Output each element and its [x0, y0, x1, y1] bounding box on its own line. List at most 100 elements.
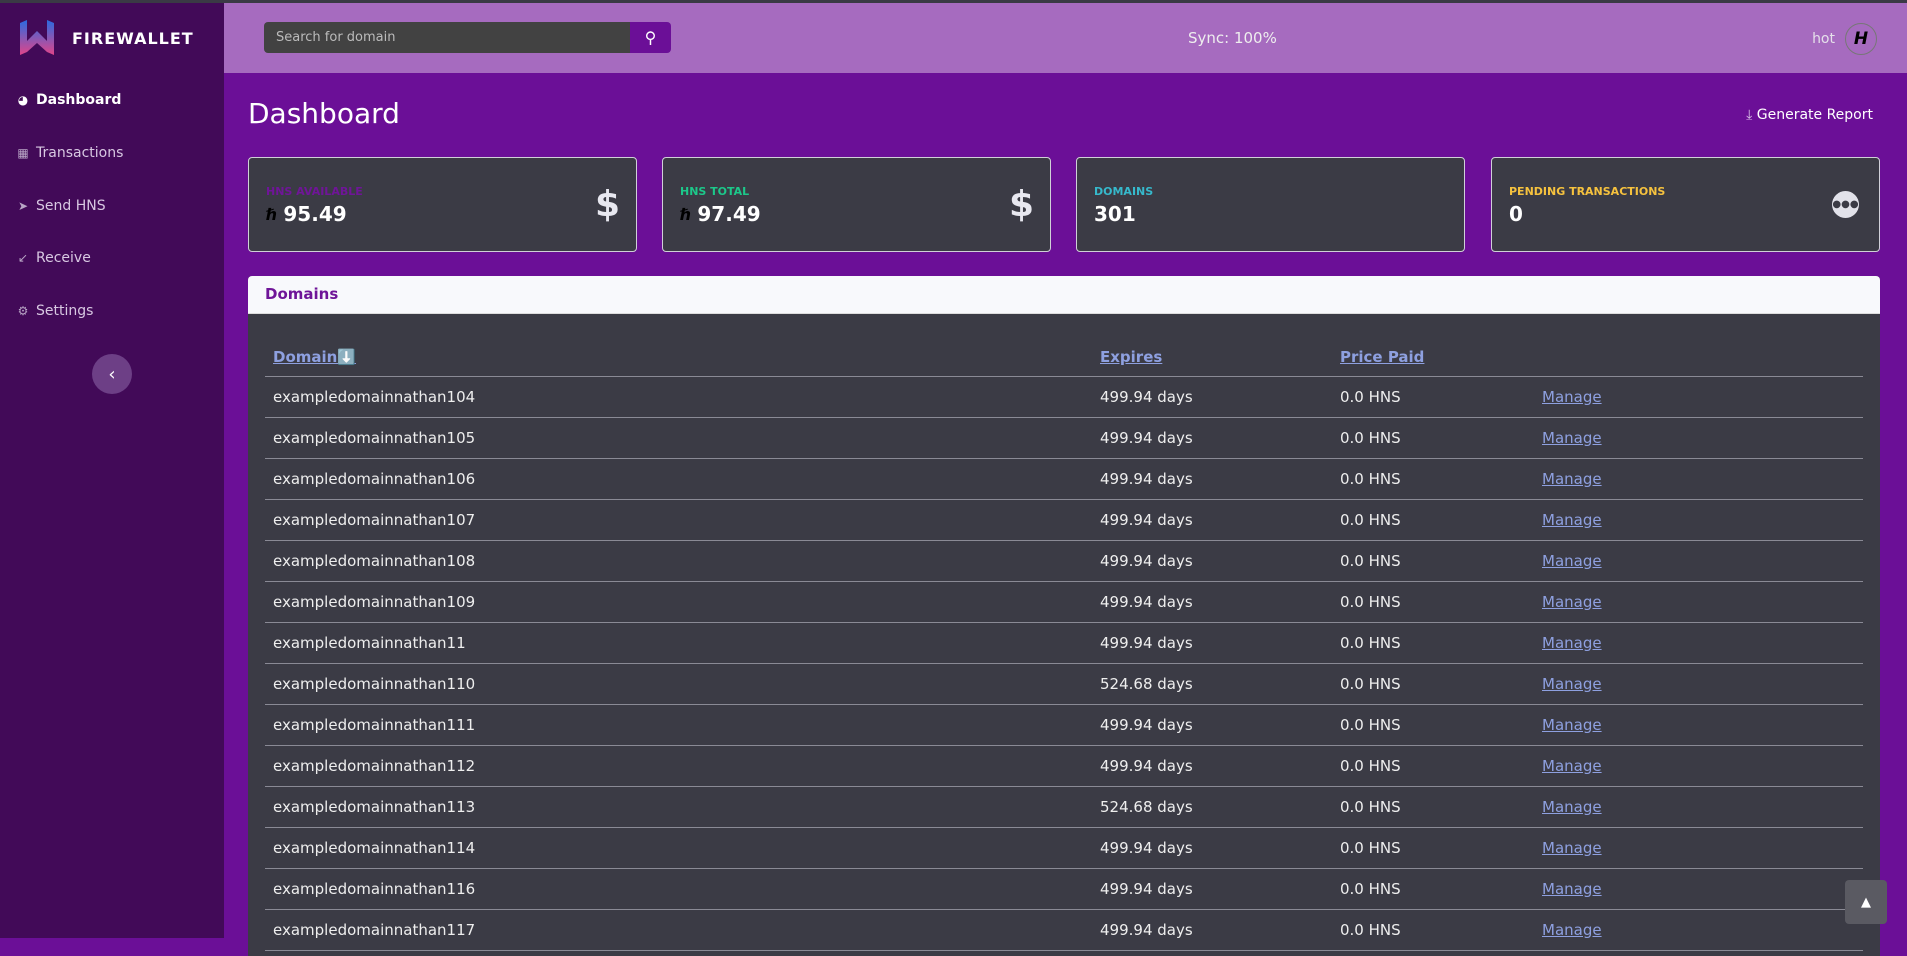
sidebar-item-label: Dashboard — [36, 92, 122, 108]
manage-link[interactable]: Manage — [1542, 756, 1602, 775]
stat-card: PENDING TRANSACTIONS 0 ●●● — [1491, 157, 1880, 252]
manage-link[interactable]: Manage — [1542, 715, 1602, 734]
price-cell: 0.0 HNS — [1332, 868, 1534, 910]
domain-cell: exampledomainnathan107 — [265, 499, 1092, 541]
sort-expires-header[interactable]: Expires — [1100, 347, 1163, 366]
search-input[interactable] — [264, 22, 630, 53]
manage-link[interactable]: Manage — [1542, 387, 1602, 406]
table-row: exampledomainnathan106 499.94 days 0.0 HNS… — [265, 458, 1863, 500]
brand[interactable]: FIREWALLET — [18, 19, 194, 57]
domain-cell: exampledomainnathan114 — [265, 827, 1092, 869]
price-cell: 0.0 HNS — [1332, 827, 1534, 869]
table-row: exampledomainnathan11 499.94 days 0.0 HNS M… — [265, 622, 1863, 664]
expires-cell: 524.68 days — [1092, 786, 1332, 828]
manage-link[interactable]: Manage — [1542, 920, 1602, 939]
price-cell: 0.0 HNS — [1332, 663, 1534, 705]
price-cell: 0.0 HNS — [1332, 540, 1534, 582]
domain-cell: exampledomainnathan104 — [265, 376, 1092, 418]
manage-link[interactable]: Manage — [1542, 838, 1602, 857]
table-row: exampledomainnathan108 499.94 days 0.0 HNS… — [265, 540, 1863, 582]
sidebar-item-dashboard[interactable]: ◕ Dashboard — [16, 92, 122, 108]
collapse-sidebar-button[interactable]: ‹ — [92, 354, 132, 394]
sidebar-item-settings[interactable]: ⚙ Settings — [16, 303, 94, 319]
chevron-up-icon: ▲ — [1861, 894, 1871, 910]
manage-link[interactable]: Manage — [1542, 428, 1602, 447]
stat-value-text: 301 — [1094, 202, 1136, 226]
manage-link[interactable]: Manage — [1542, 797, 1602, 816]
expires-cell: 499.94 days — [1092, 704, 1332, 746]
dollar-icon: $ — [594, 184, 620, 225]
expires-cell: 499.94 days — [1092, 868, 1332, 910]
sort-domain-header[interactable]: Domain⬇️ — [273, 347, 357, 366]
manage-link[interactable]: Manage — [1542, 633, 1602, 652]
stat-value-text: 97.49 — [697, 202, 761, 226]
price-cell: 0.0 HNS — [1332, 909, 1534, 951]
username: hot — [1812, 31, 1835, 47]
sidebar: FIREWALLET ◕ Dashboard ▦ Transactions ➤ Sen… — [0, 3, 224, 938]
domain-cell: exampledomainnathan113 — [265, 786, 1092, 828]
manage-link[interactable]: Manage — [1542, 674, 1602, 693]
brand-name: FIREWALLET — [72, 28, 194, 48]
hns-icon: ℏ — [266, 204, 278, 224]
stat-label: DOMAINS — [1094, 185, 1154, 198]
user-menu[interactable]: hot H — [1812, 23, 1877, 55]
table-row: exampledomainnathan109 499.94 days 0.0 HNS… — [265, 581, 1863, 623]
domain-cell: exampledomainnathan110 — [265, 663, 1092, 705]
send-icon: ➤ — [17, 199, 29, 213]
scroll-to-top-button[interactable]: ▲ — [1845, 880, 1887, 924]
stat-card: HNS AVAILABLE ℏ 95.49 $ — [248, 157, 637, 252]
price-cell: 0.0 HNS — [1332, 704, 1534, 746]
domain-cell: exampledomainnathan117 — [265, 909, 1092, 951]
table-row: exampledomainnathan104 499.94 days 0.0 HNS… — [265, 376, 1863, 418]
table-row: exampledomainnathan107 499.94 days 0.0 HNS… — [265, 499, 1863, 541]
table-header-row: Domain⬇️ Expires Price Paid — [265, 336, 1863, 377]
expires-cell: 499.94 days — [1092, 827, 1332, 869]
search-button[interactable]: ⚲ — [630, 22, 671, 53]
ellipsis-icon: ●●● — [1832, 191, 1859, 218]
dollar-icon: $ — [1008, 184, 1034, 225]
hns-icon: ℏ — [680, 204, 692, 224]
sidebar-item-send-hns[interactable]: ➤ Send HNS — [16, 198, 106, 214]
manage-link[interactable]: Manage — [1542, 551, 1602, 570]
table-row: exampledomainnathan113 524.68 days 0.0 HNS… — [265, 786, 1863, 828]
expires-cell: 499.94 days — [1092, 745, 1332, 787]
stat-value-text: 95.49 — [283, 202, 347, 226]
sidebar-item-label: Settings — [36, 303, 94, 319]
manage-link[interactable]: Manage — [1542, 879, 1602, 898]
stat-label: HNS TOTAL — [680, 185, 750, 198]
arrow-down-left-icon: ↙ — [17, 251, 29, 265]
stat-label: PENDING TRANSACTIONS — [1509, 185, 1666, 198]
sidebar-item-transactions[interactable]: ▦ Transactions — [16, 145, 123, 161]
domain-cell: exampledomainnathan109 — [265, 581, 1092, 623]
price-cell: 0.0 HNS — [1332, 581, 1534, 623]
expires-cell: 499.94 days — [1092, 376, 1332, 418]
chevron-left-icon: ‹ — [108, 363, 116, 385]
gear-icon: ⚙ — [17, 304, 29, 318]
generate-report-label: Generate Report — [1756, 107, 1873, 123]
sidebar-item-receive[interactable]: ↙ Receive — [16, 250, 91, 266]
table-row: exampledomainnathan105 499.94 days 0.0 HNS… — [265, 417, 1863, 459]
manage-link[interactable]: Manage — [1542, 510, 1602, 529]
table-icon: ▦ — [17, 146, 29, 160]
manage-link[interactable]: Manage — [1542, 469, 1602, 488]
table-row: exampledomainnathan111 499.94 days 0.0 HNS… — [265, 704, 1863, 746]
table-row: exampledomainnathan114 499.94 days 0.0 HNS… — [265, 827, 1863, 869]
domain-cell: exampledomainnathan11 — [265, 622, 1092, 664]
price-cell: 0.0 HNS — [1332, 458, 1534, 500]
sort-price-header[interactable]: Price Paid — [1340, 347, 1425, 366]
generate-report-button[interactable]: ⤓ Generate Report — [1746, 107, 1873, 123]
sidebar-item-label: Receive — [36, 250, 91, 266]
gauge-icon: ◕ — [17, 93, 29, 107]
price-cell: 0.0 HNS — [1332, 745, 1534, 787]
page-title: Dashboard — [248, 97, 400, 130]
table-row: exampledomainnathan116 499.94 days 0.0 HNS… — [265, 868, 1863, 910]
table-row: exampledomainnathan117 499.94 days 0.0 HNS… — [265, 909, 1863, 951]
table-row: exampledomainnathan110 524.68 days 0.0 HNS… — [265, 663, 1863, 705]
search-icon: ⚲ — [644, 29, 657, 47]
stat-value: ℏ 95.49 — [266, 202, 347, 226]
price-cell: 0.0 HNS — [1332, 622, 1534, 664]
sync-status: Sync: 100% — [1188, 29, 1277, 47]
domains-table: Domain⬇️ Expires Price Paid exampledomai… — [265, 336, 1863, 951]
domain-cell: exampledomainnathan108 — [265, 540, 1092, 582]
manage-link[interactable]: Manage — [1542, 592, 1602, 611]
